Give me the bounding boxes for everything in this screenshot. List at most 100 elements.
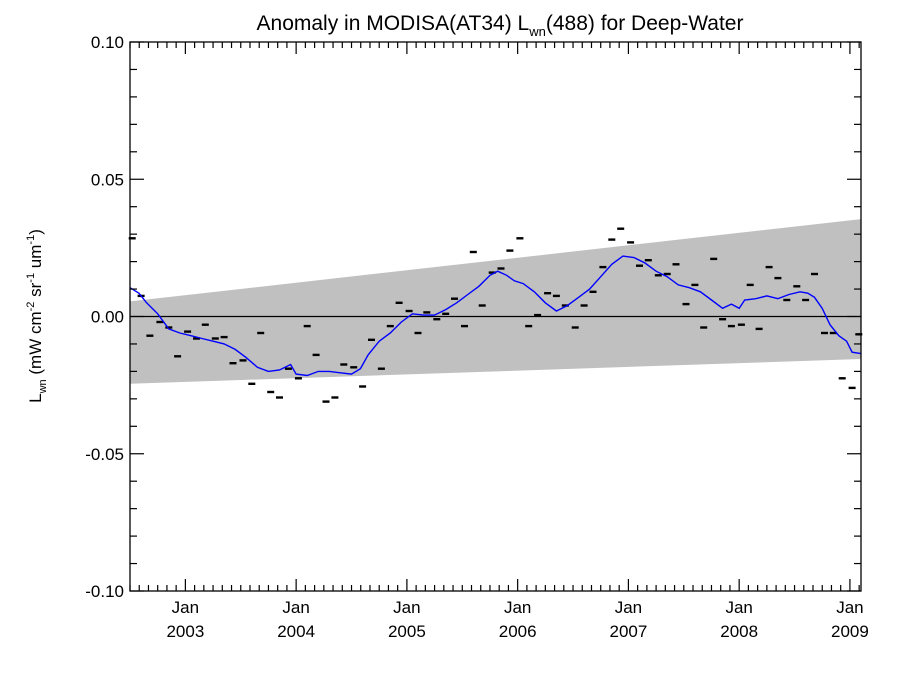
x-tick-year: 2008 [720,622,758,641]
data-point [322,400,330,403]
y-axis-label: Lwn (mW cm-2 sr-1 um-1) [25,229,49,403]
data-point [331,396,339,399]
data-point [497,267,505,270]
data-point [414,331,422,335]
x-tick-month: Jan [725,598,752,617]
data-point [682,302,690,306]
data-point [746,283,754,287]
x-tick-year: 2007 [609,622,647,641]
data-point [855,333,863,336]
data-point [821,331,828,335]
data-point [506,249,514,252]
data-point [838,377,846,380]
y-tick-label: 0.10 [91,33,124,52]
data-point [525,324,533,328]
data-point [128,237,136,240]
data-point [303,324,311,328]
data-point [636,264,643,267]
data-point [165,326,173,329]
data-point [350,366,358,369]
data-point [257,331,265,335]
data-point [386,324,394,328]
x-tick-month: Jan [282,598,309,617]
x-tick-year: 2004 [277,622,315,641]
data-point [654,274,662,277]
data-point [672,263,680,266]
data-point [211,337,219,340]
data-point [617,227,625,230]
y-tick-label: 0.00 [91,308,124,327]
data-points [128,227,863,403]
x-tick-labels: Jan 2003 Jan 2004 Jan 2005 Jan 2006 Jan 2007 Jan 20… [166,598,868,641]
data-point [220,335,228,339]
x-tick-year: 2003 [166,622,204,641]
x-tick-month: Jan [836,598,863,617]
data-point [377,367,385,370]
data-point [201,323,209,326]
data-point [774,276,782,280]
axis-ticks [129,41,861,592]
data-point [294,377,302,380]
data-point [755,327,763,331]
data-point [248,382,256,385]
data-point [146,334,154,337]
data-point [312,353,320,357]
data-point [663,272,671,276]
x-tick-month: Jan [393,598,420,617]
data-point [829,331,837,335]
data-point [193,337,200,340]
data-point [561,304,569,307]
data-point [451,297,458,300]
data-point [727,324,735,328]
data-point [395,301,403,304]
data-point [184,330,192,333]
data-point [589,290,597,293]
data-point [719,318,727,321]
data-point [534,313,542,317]
y-tick-label: -0.05 [85,445,124,464]
x-tick-month: Jan [504,598,531,617]
uncertainty-band [130,219,861,384]
data-point [802,298,810,302]
chart-title: Anomaly in MODISA(AT34) Lwn(488) for Dee… [257,12,744,39]
x-tick-month: Jan [615,598,642,617]
data-point [811,272,818,276]
data-point [433,318,441,321]
data-point [544,292,552,295]
x-tick-year: 2005 [388,622,426,641]
data-point [359,385,367,388]
data-point [571,326,579,329]
data-point [340,363,348,366]
data-point [793,285,801,288]
data-point [239,359,247,362]
data-point [552,294,560,298]
data-point [608,238,616,241]
data-point [442,312,450,315]
data-point [174,355,182,358]
smoothed-anomaly-line [129,255,862,377]
data-point [737,323,745,326]
data-point [488,271,496,274]
data-point [405,309,413,313]
data-point [710,257,718,261]
data-point [267,390,275,394]
data-point [478,304,486,307]
data-point [284,367,292,370]
x-tick-year: 2006 [499,622,537,641]
data-point [644,259,652,262]
data-point [469,250,477,254]
data-point [599,265,607,269]
data-point [783,298,791,302]
data-point [848,386,856,390]
data-point [765,265,773,269]
y-tick-label: 0.05 [91,170,124,189]
data-point [627,241,635,244]
data-point [580,304,588,307]
x-tick-month: Jan [172,598,199,617]
data-point [700,326,708,329]
data-point [229,362,237,365]
data-point [461,324,468,328]
data-point [276,396,283,399]
plot-area [128,41,863,592]
data-point [423,311,431,314]
